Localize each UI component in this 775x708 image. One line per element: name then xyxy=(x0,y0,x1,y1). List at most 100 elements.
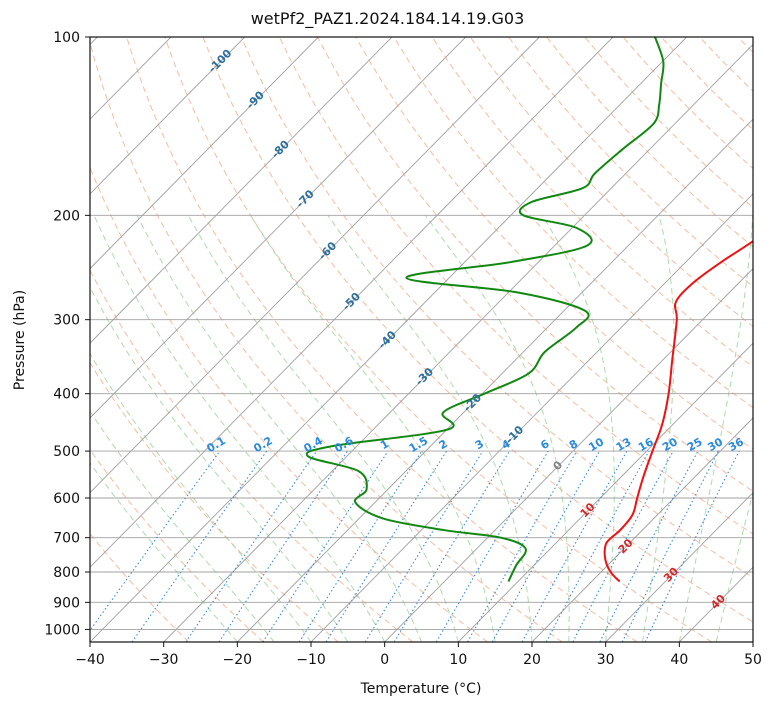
plot-frame xyxy=(89,36,754,643)
mixing-ratio-label: 6 xyxy=(538,437,551,452)
x-tick-label: −40 xyxy=(75,652,105,668)
dry-adiabat xyxy=(355,37,753,450)
isotherm-label: -70 xyxy=(294,187,317,211)
moist-adiabat xyxy=(136,215,422,642)
mixing-ratio-line xyxy=(364,450,484,642)
temperature-profile-line xyxy=(603,239,753,583)
isotherm-line xyxy=(531,417,753,642)
isotherm-line xyxy=(90,37,246,195)
dry-adiabat xyxy=(393,37,753,409)
isotherm-line xyxy=(90,37,393,344)
moist-adiabat xyxy=(678,215,753,642)
isotherm-line xyxy=(90,37,319,270)
mixing-ratio-label: 0.4 xyxy=(301,434,325,455)
moist-adiabat xyxy=(90,352,312,642)
isoline-labels: -100-90-80-70-60-50-40-30-20-10010203040… xyxy=(204,47,746,612)
x-tick-label: −10 xyxy=(296,652,326,668)
y-tick-label: 800 xyxy=(53,565,80,581)
x-tick-label: 30 xyxy=(597,652,615,668)
isotherm-line xyxy=(678,566,753,642)
dry-adiabat xyxy=(202,37,753,623)
y-tick-label: 700 xyxy=(53,531,80,547)
isotherm-line xyxy=(90,37,467,419)
y-tick-label: 900 xyxy=(53,595,80,611)
dry-adiabat xyxy=(622,37,753,170)
x-tick-label: 10 xyxy=(449,652,467,668)
y-tick-label: 300 xyxy=(53,313,80,329)
dry-adiabat xyxy=(546,37,753,248)
mixing-ratio-line xyxy=(491,450,600,642)
dry-adiabat xyxy=(431,37,753,368)
mixing-ratio-line xyxy=(298,450,423,642)
chart-title: wetPf2_PAZ1.2024.184.14.19.G03 xyxy=(250,9,525,28)
mixing-ratio-line xyxy=(325,450,448,642)
mixing-ratio-line xyxy=(521,450,628,642)
mixing-ratio-line xyxy=(435,450,549,642)
isotherm-line xyxy=(236,118,753,642)
dry-adiabat xyxy=(737,37,753,54)
mixing-ratio-line xyxy=(131,450,268,642)
isotherm-line xyxy=(605,492,753,642)
moist-adiabat xyxy=(541,215,615,642)
mixing-ratio-line xyxy=(644,450,740,642)
moist-adiabat xyxy=(715,490,753,642)
mixing-ratio-line xyxy=(393,450,510,642)
dry-adiabat xyxy=(164,37,712,642)
moist-adiabat xyxy=(90,462,238,642)
dry-adiabat xyxy=(278,37,753,535)
isotherm-line xyxy=(457,342,753,642)
dry-adiabat xyxy=(90,40,563,642)
isotherm-label: -60 xyxy=(316,239,339,263)
mixing-ratio-label: 0.6 xyxy=(332,434,356,455)
mixing-ratio-line xyxy=(262,450,389,642)
profile-lines xyxy=(305,37,753,583)
isotherm-line xyxy=(384,267,753,642)
y-tick-label: 1000 xyxy=(44,622,80,638)
chart-grid xyxy=(90,37,753,642)
axes: −40 −30 −20 −10 0 10 20 30 40 5010020030040050060… xyxy=(44,30,762,668)
mixing-ratio-line xyxy=(90,450,221,632)
y-tick-label: 200 xyxy=(53,208,80,224)
isotherm-line xyxy=(90,37,614,568)
moist-adiabat xyxy=(90,410,275,642)
isotherm-line xyxy=(310,193,753,642)
dry-adiabat xyxy=(126,37,638,642)
moist-adiabat xyxy=(93,215,386,642)
isotherm-line xyxy=(163,43,753,642)
x-tick-label: −30 xyxy=(149,652,179,668)
x-tick-label: 50 xyxy=(744,652,762,668)
moist-adiabat xyxy=(187,215,459,642)
dry-adiabat xyxy=(584,37,753,209)
mixing-ratio-label: 1.5 xyxy=(407,434,430,455)
dry-adiabat xyxy=(90,269,414,642)
x-tick-label: 20 xyxy=(523,652,541,668)
dry-adiabat xyxy=(90,532,190,642)
x-axis-label: Temperature (°C) xyxy=(360,681,482,697)
mixing-ratio-label: 8 xyxy=(567,437,580,452)
mixing-ratio-label: 3 xyxy=(473,437,486,452)
x-tick-label: −20 xyxy=(223,652,253,668)
dewpoint-profile-line xyxy=(305,37,665,582)
y-tick-label: 100 xyxy=(53,30,80,46)
isotherm-label: -30 xyxy=(413,365,436,389)
dry-adiabat xyxy=(508,37,753,287)
y-tick-label: 400 xyxy=(53,387,80,403)
dry-adiabat xyxy=(699,37,753,92)
isotherm-label: -90 xyxy=(244,88,267,112)
moist-adiabat xyxy=(250,215,496,642)
mixing-ratio-label: 0.2 xyxy=(251,434,274,455)
isotherm-line xyxy=(90,37,688,642)
y-axis-label: Pressure (hPa) xyxy=(12,290,28,390)
isotherm-line xyxy=(90,37,540,494)
isotherm-line xyxy=(752,641,753,642)
mixing-ratio-label: 0.1 xyxy=(204,434,227,455)
dry-adiabat xyxy=(90,361,339,642)
moist-adiabat xyxy=(327,215,533,642)
mixing-ratio-line xyxy=(185,450,318,642)
dry-adiabat xyxy=(317,37,753,492)
dry-adiabat xyxy=(90,166,488,642)
y-tick-label: 600 xyxy=(53,491,80,507)
mixing-ratio-line xyxy=(218,450,348,642)
mixing-ratio-label: 2 xyxy=(437,437,450,452)
